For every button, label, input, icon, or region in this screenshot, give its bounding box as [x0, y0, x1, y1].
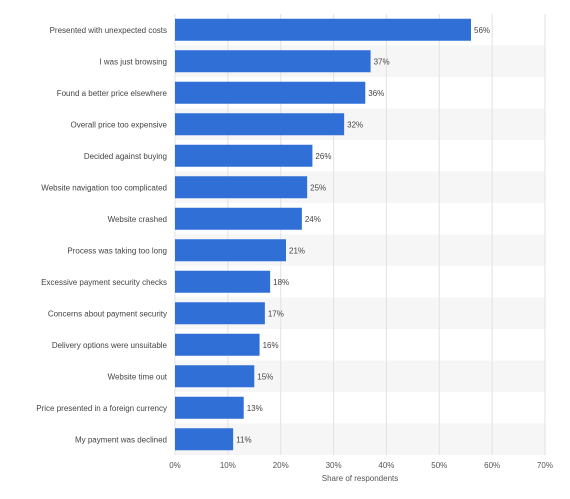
bar — [175, 270, 271, 293]
bar — [175, 113, 345, 136]
value-label: 24% — [305, 215, 321, 224]
x-tick-label: 60% — [484, 461, 500, 470]
bar — [175, 302, 265, 325]
category-label: I was just browsing — [99, 57, 167, 66]
bar — [175, 396, 244, 419]
category-label: Overall price too expensive — [71, 120, 168, 129]
category-label: My payment was declined — [75, 435, 167, 444]
value-label: 32% — [347, 120, 363, 129]
value-label: 18% — [273, 278, 289, 287]
category-label: Concerns about payment security — [48, 309, 167, 318]
x-tick-label: 70% — [537, 461, 553, 470]
category-label: Decided against buying — [84, 152, 167, 161]
row-band — [175, 423, 545, 455]
x-tick-label: 40% — [378, 461, 394, 470]
category-labels: Presented with unexpected costs I was jus… — [36, 26, 168, 445]
bar — [175, 50, 371, 73]
value-labels: 56% 37% 36% 32% 26% 25% 24% 21% 18% 17% 16% 15% 13% 1… — [236, 26, 490, 445]
value-label: 21% — [289, 246, 305, 255]
value-label: 13% — [247, 404, 263, 413]
value-label: 16% — [263, 341, 279, 350]
value-label: 37% — [374, 57, 390, 66]
x-tick-labels: 0% 10% 20% 30% 40% 50% 60% 70% — [169, 461, 553, 470]
value-label: 25% — [310, 183, 326, 192]
x-tick-label: 50% — [431, 461, 447, 470]
x-axis-title: Share of respondents — [322, 474, 399, 483]
bars — [175, 18, 471, 451]
bar — [175, 333, 260, 356]
category-label: Process was taking too long — [67, 246, 167, 255]
bar — [175, 207, 302, 230]
category-label: Found a better price elsewhere — [57, 89, 168, 98]
x-tick-label: 0% — [169, 461, 181, 470]
value-label: 11% — [236, 435, 251, 444]
bar — [175, 428, 234, 451]
value-label: 17% — [268, 309, 284, 318]
value-label: 26% — [315, 152, 331, 161]
x-tick-label: 10% — [220, 461, 236, 470]
category-label: Delivery options were unsuitable — [52, 341, 168, 350]
category-label: Price presented in a foreign currency — [36, 404, 167, 413]
category-label: Excessive payment security checks — [41, 278, 167, 287]
category-label: Website time out — [108, 372, 168, 381]
bar — [175, 176, 308, 199]
bar — [175, 239, 286, 262]
bar — [175, 365, 255, 388]
category-label: Presented with unexpected costs — [50, 26, 167, 35]
value-label: 15% — [257, 372, 273, 381]
category-label: Website navigation too complicated — [41, 183, 167, 192]
category-label: Website crashed — [108, 215, 167, 224]
value-label: 56% — [474, 26, 490, 35]
bar — [175, 18, 471, 41]
bar — [175, 144, 313, 167]
bar — [175, 81, 366, 104]
value-label: 36% — [368, 89, 384, 98]
x-tick-label: 20% — [273, 461, 289, 470]
x-tick-label: 30% — [326, 461, 342, 470]
